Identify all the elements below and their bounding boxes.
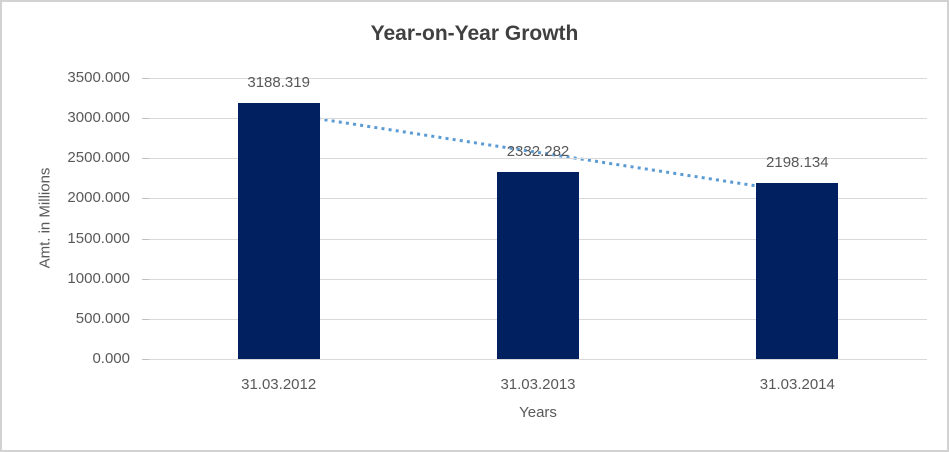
bar (237, 103, 320, 359)
y-axis-tick (142, 278, 149, 280)
x-tick-label: 31.03.2012 (241, 376, 317, 393)
y-axis-tick (142, 198, 149, 200)
y-tick-label: 0.000 (92, 350, 130, 367)
y-tick-label: 1500.000 (67, 229, 130, 247)
y-tick-label: 500.000 (75, 309, 130, 327)
y-tick-label: 1000.000 (67, 269, 130, 287)
y-axis-tick (142, 118, 149, 120)
gridline (149, 158, 927, 160)
chart-title: Year-on-Year Growth (370, 22, 579, 45)
x-axis-title: Years (519, 404, 557, 421)
y-tick-label: 3000.000 (67, 109, 130, 127)
bar-data-label: 2332.282 (506, 142, 570, 160)
gridline (149, 359, 927, 360)
y-tick-label: 2500.000 (67, 149, 130, 167)
gridline (149, 118, 927, 120)
y-tick-label: 2000.000 (67, 189, 130, 207)
gridline (149, 78, 927, 79)
bar (497, 171, 579, 359)
y-axis-tick (142, 158, 149, 160)
bar-data-label: 3188.319 (247, 74, 310, 92)
y-axis-tick (142, 318, 149, 320)
x-tick-label: 31.03.2013 (500, 376, 576, 393)
y-axis-tick (142, 238, 149, 240)
y-tick-label: 3500.000 (67, 69, 130, 86)
bar-data-label: 2198.134 (766, 153, 829, 171)
y-axis-title: Amt. in Millions (36, 167, 54, 269)
bar (756, 182, 839, 359)
y-axis-tick (142, 359, 149, 360)
y-axis-tick (142, 78, 149, 79)
x-tick-label: 31.03.2014 (759, 376, 835, 393)
